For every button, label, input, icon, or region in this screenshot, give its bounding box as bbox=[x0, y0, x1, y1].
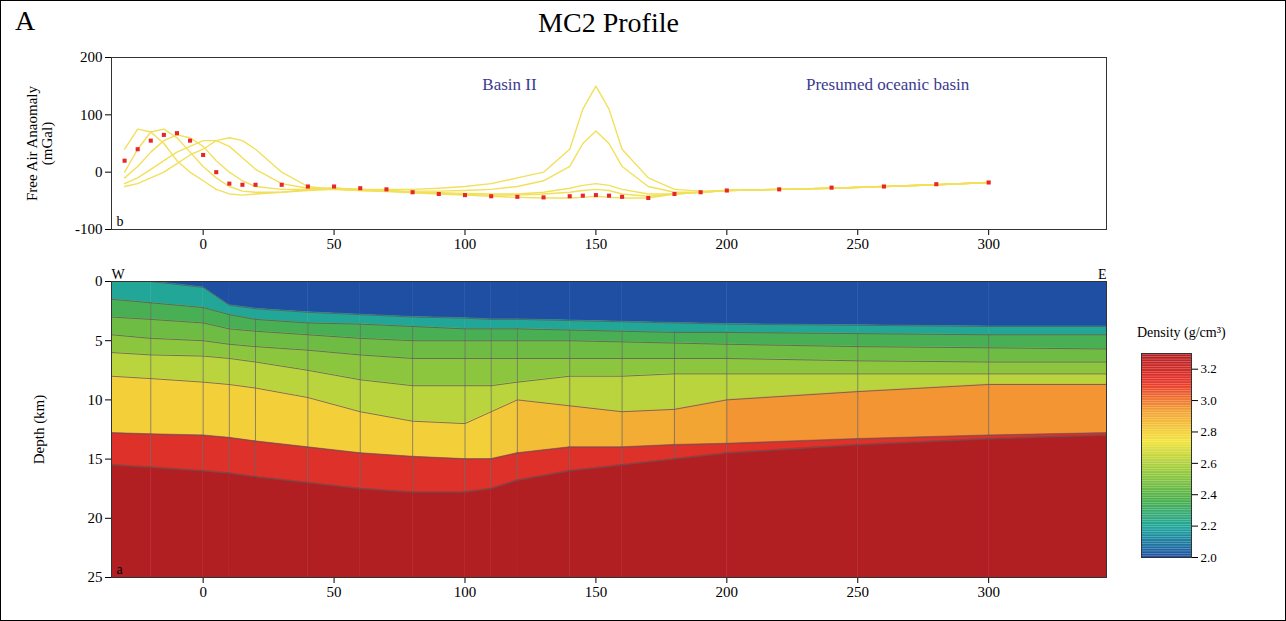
svg-text:100: 100 bbox=[454, 584, 477, 600]
svg-text:2.8: 2.8 bbox=[1201, 424, 1217, 439]
svg-text:W: W bbox=[112, 267, 126, 282]
svg-text:2.2: 2.2 bbox=[1201, 518, 1217, 533]
svg-text:150: 150 bbox=[585, 236, 608, 252]
svg-text:100: 100 bbox=[454, 236, 477, 252]
html-text:MC2 Profile: MC2 Profile bbox=[538, 7, 679, 38]
svg-text:3.0: 3.0 bbox=[1201, 393, 1217, 408]
svg-text:2.0: 2.0 bbox=[1201, 550, 1217, 565]
svg-text:5: 5 bbox=[95, 333, 103, 349]
svg-text:Free Air Anaomaly(mGal): Free Air Anaomaly(mGal) bbox=[24, 86, 56, 201]
svg-text:a: a bbox=[117, 562, 124, 577]
svg-text:10: 10 bbox=[88, 392, 103, 408]
svg-text:50: 50 bbox=[327, 584, 342, 600]
svg-text:0: 0 bbox=[95, 164, 103, 180]
svg-text:300: 300 bbox=[977, 584, 1000, 600]
svg-text:Basin II: Basin II bbox=[482, 75, 537, 94]
svg-text:0: 0 bbox=[199, 584, 207, 600]
svg-text:200: 200 bbox=[80, 49, 103, 65]
svg-text:-100: -100 bbox=[75, 221, 103, 237]
svg-text:20: 20 bbox=[88, 510, 103, 526]
svg-text:E: E bbox=[1098, 267, 1107, 282]
html-text:A: A bbox=[15, 5, 36, 36]
svg-text:50: 50 bbox=[327, 236, 342, 252]
svg-text:Depth (km): Depth (km) bbox=[31, 395, 48, 465]
svg-text:2.4: 2.4 bbox=[1201, 487, 1218, 502]
svg-text:0: 0 bbox=[95, 273, 103, 289]
svg-text:300: 300 bbox=[977, 236, 1000, 252]
svg-text:200: 200 bbox=[716, 236, 739, 252]
svg-text:b: b bbox=[117, 214, 124, 229]
svg-text:250: 250 bbox=[847, 236, 870, 252]
svg-text:100: 100 bbox=[80, 107, 103, 123]
svg-text:2.6: 2.6 bbox=[1201, 456, 1218, 471]
svg-text:3.2: 3.2 bbox=[1201, 361, 1217, 376]
svg-text:200: 200 bbox=[716, 584, 739, 600]
svg-text:250: 250 bbox=[847, 584, 870, 600]
svg-text:150: 150 bbox=[585, 584, 608, 600]
svg-text:0: 0 bbox=[199, 236, 207, 252]
svg-text:25: 25 bbox=[88, 569, 103, 585]
svg-text:15: 15 bbox=[88, 451, 103, 467]
html-text:Density (g/cm³): Density (g/cm³) bbox=[1137, 325, 1226, 340]
svg-text:Presumed oceanic basin: Presumed oceanic basin bbox=[806, 75, 970, 94]
